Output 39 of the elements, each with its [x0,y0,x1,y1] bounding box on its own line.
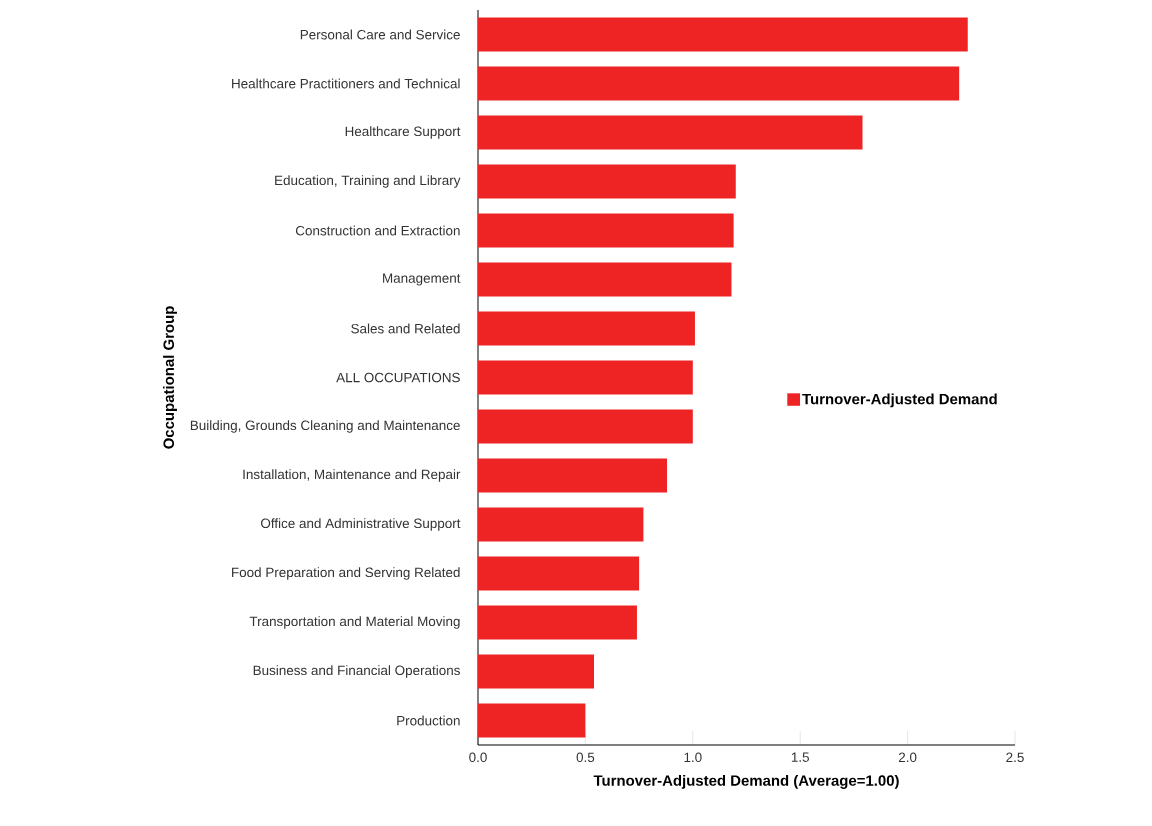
y-tick-label: ALL OCCUPATIONS [336,372,460,383]
y-tick-label: Transportation and Material Moving [249,616,460,629]
bar [478,17,968,52]
bar [478,605,637,640]
x-tick-label: 2.5 [1006,752,1024,763]
y-tick-label: Education, Training and Library [275,175,461,188]
y-tick-label: Construction and Extraction [295,225,460,236]
bar [478,66,960,101]
x-tick-label: 0.5 [576,752,595,763]
y-tick-label: Management [383,273,461,286]
bar [478,164,736,199]
bar [478,115,863,150]
bar [478,213,734,248]
x-tick-label: 1.0 [684,752,702,763]
y-axis-title: Occupational Group [163,306,177,449]
bar [478,458,668,493]
x-tick-label: 0.0 [469,752,487,763]
bar [478,507,644,542]
bar [478,556,640,591]
y-tick-label: Business and Financial Operations [253,665,460,678]
legend-label: Turnover-Adjusted Demand [802,393,997,408]
x-tick-label: 1.5 [791,752,809,762]
y-tick-label: Personal Care and Service [300,29,460,40]
bar [478,409,693,444]
bar [478,262,732,297]
y-tick-label: Office and Administrative Support [261,518,461,531]
y-tick-label: Building, Grounds Cleaning and Maintenance [190,420,460,433]
bar [478,311,695,346]
y-tick-label: Production [397,715,460,726]
x-axis-title: Turnover-Adjusted Demand (Average=1.00) [593,774,899,789]
bar [478,654,594,689]
y-tick-label: Healthcare Support [345,126,461,139]
bar [478,703,586,738]
y-tick-label: Installation, Maintenance and Repair [243,469,461,482]
x-tick-label: 2.0 [898,752,917,763]
y-tick-label: Food Preparation and Serving Related [232,567,460,580]
y-tick-label: Sales and Related [351,323,460,334]
y-tick-label: Healthcare Practitioners and Technical [232,78,460,89]
bar [478,360,693,395]
